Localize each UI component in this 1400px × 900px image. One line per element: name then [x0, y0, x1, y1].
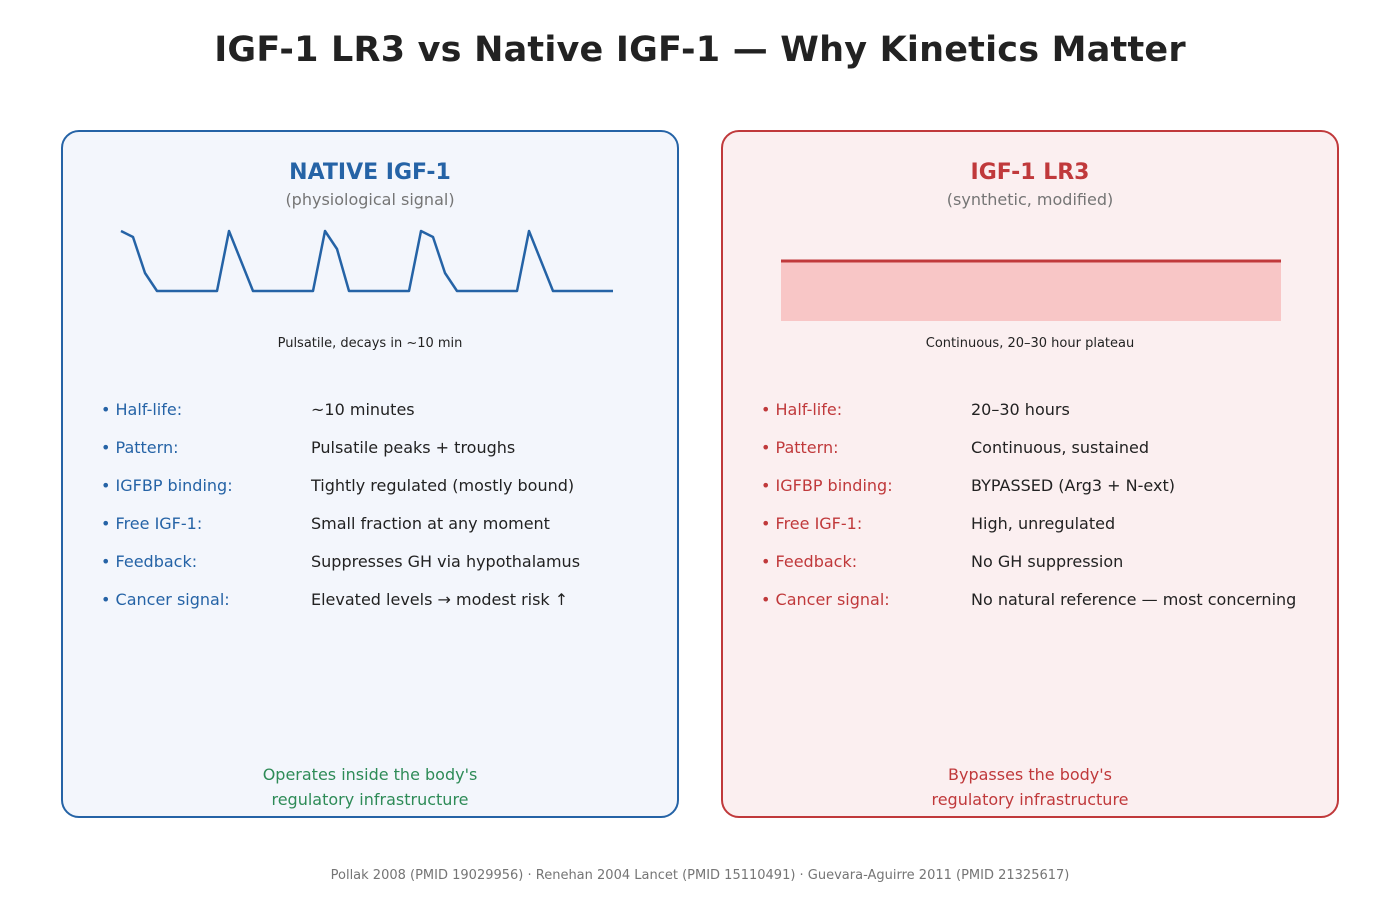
property-label: • Feedback:: [761, 552, 858, 571]
lr3-graph-caption: Continuous, 20–30 hour plateau: [925, 336, 1135, 351]
lr3-property-free-igf1: • Free IGF-1: High, unregulated: [761, 514, 1321, 552]
lr3-footer-line-2: regulatory infrastructure: [931, 790, 1129, 809]
native-property-igfbp-binding: • IGFBP binding: Tightly regulated (most…: [101, 476, 661, 514]
property-label: • IGFBP binding:: [101, 476, 233, 495]
lr3-property-igfbp-binding: • IGFBP binding: BYPASSED (Arg3 + N-ext): [761, 476, 1321, 514]
property-label: • Half-life:: [101, 400, 183, 419]
lr3-property-half-life: • Half-life: 20–30 hours: [761, 400, 1321, 438]
citation-footer: Pollak 2008 (PMID 19029956) · Renehan 20…: [330, 868, 1070, 883]
property-value: Small fraction at any moment: [311, 514, 550, 533]
native-property-cancer-signal: • Cancer signal: Elevated levels → modes…: [101, 590, 661, 628]
native-graph-caption: Pulsatile, decays in ~10 min: [277, 336, 463, 351]
lr3-property-cancer-signal: • Cancer signal: No natural reference — …: [761, 590, 1321, 628]
lr3-panel-subtitle: (synthetic, modified): [946, 190, 1114, 209]
property-label: • Pattern:: [101, 438, 179, 457]
property-label: • Pattern:: [761, 438, 839, 457]
native-panel-title: NATIVE IGF-1: [289, 160, 451, 185]
property-value: Elevated levels → modest risk ↑: [311, 590, 569, 609]
native-properties-list: • Half-life: ~10 minutes • Pattern: Puls…: [101, 400, 661, 628]
lr3-property-feedback: • Feedback: No GH suppression: [761, 552, 1321, 590]
property-value: 20–30 hours: [971, 400, 1070, 419]
property-value: Continuous, sustained: [971, 438, 1150, 457]
lr3-footer-note: Bypasses the body's regulatory infrastru…: [723, 762, 1337, 812]
native-footer-line-1: Operates inside the body's: [262, 765, 478, 784]
lr3-footer-line-1: Bypasses the body's: [948, 765, 1112, 784]
native-property-feedback: • Feedback: Suppresses GH via hypothalam…: [101, 552, 661, 590]
property-value: No GH suppression: [971, 552, 1124, 571]
native-property-free-igf1: • Free IGF-1: Small fraction at any mome…: [101, 514, 661, 552]
native-pulsatile-graph: [120, 229, 613, 293]
native-property-half-life: • Half-life: ~10 minutes: [101, 400, 661, 438]
property-label: • IGFBP binding:: [761, 476, 893, 495]
property-value: BYPASSED (Arg3 + N-ext): [971, 476, 1175, 495]
lr3-panel: IGF-1 LR3 (synthetic, modified) Continuo…: [721, 130, 1339, 818]
native-footer-note: Operates inside the body's regulatory in…: [63, 762, 677, 812]
native-pulsatile-line: [120, 229, 613, 293]
lr3-panel-title: IGF-1 LR3: [970, 160, 1090, 185]
property-label: • Free IGF-1:: [101, 514, 203, 533]
property-value: ~10 minutes: [311, 400, 415, 419]
lr3-plateau-graph: [781, 259, 1281, 321]
property-value: No natural reference — most concerning: [971, 590, 1297, 609]
property-label: • Feedback:: [101, 552, 198, 571]
native-igf1-panel: NATIVE IGF-1 (physiological signal) Puls…: [61, 130, 679, 818]
property-value: Pulsatile peaks + troughs: [311, 438, 516, 457]
property-label: • Cancer signal:: [101, 590, 230, 609]
property-label: • Cancer signal:: [761, 590, 890, 609]
native-panel-subtitle: (physiological signal): [285, 190, 455, 209]
property-value: Suppresses GH via hypothalamus: [311, 552, 581, 571]
property-label: • Free IGF-1:: [761, 514, 863, 533]
lr3-plateau-fill: [781, 261, 1281, 321]
lr3-properties-list: • Half-life: 20–30 hours • Pattern: Cont…: [761, 400, 1321, 628]
native-footer-line-2: regulatory infrastructure: [271, 790, 469, 809]
page-title: IGF-1 LR3 vs Native IGF-1 — Why Kinetics…: [214, 30, 1186, 70]
property-value: High, unregulated: [971, 514, 1116, 533]
native-property-pattern: • Pattern: Pulsatile peaks + troughs: [101, 438, 661, 476]
property-label: • Half-life:: [761, 400, 843, 419]
property-value: Tightly regulated (mostly bound): [311, 476, 575, 495]
lr3-property-pattern: • Pattern: Continuous, sustained: [761, 438, 1321, 476]
